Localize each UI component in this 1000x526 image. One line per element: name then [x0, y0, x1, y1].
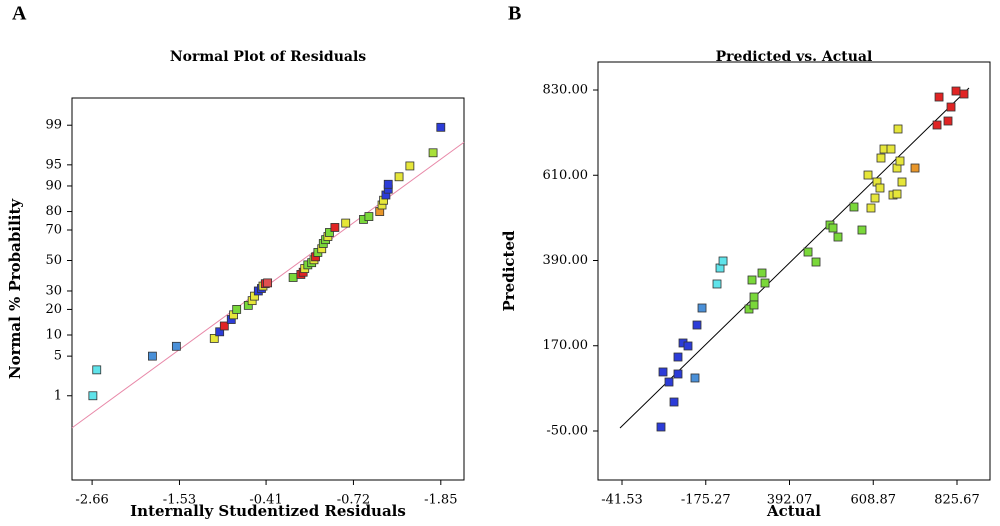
y-tick-label: 20	[45, 302, 62, 317]
data-point	[232, 305, 242, 314]
data-point	[943, 116, 953, 126]
x-tick-label: -0.41	[249, 493, 282, 508]
x-tick-label: -1.85	[424, 493, 457, 508]
data-point	[263, 278, 273, 288]
data-point	[747, 275, 757, 285]
data-point	[92, 365, 102, 375]
data-point	[893, 124, 903, 134]
data-point	[692, 320, 702, 330]
chart-title: Predicted vs. Actual	[716, 49, 873, 65]
data-point	[892, 189, 902, 199]
y-tick-label: 80	[45, 204, 62, 219]
data-point	[171, 341, 181, 351]
data-point	[910, 163, 920, 173]
y-tick-label: 170.00	[543, 338, 589, 353]
data-point	[875, 183, 885, 193]
data-point	[833, 232, 843, 242]
data-point	[405, 161, 415, 171]
data-point	[866, 203, 876, 213]
x-tick-label: -1.53	[163, 493, 196, 508]
data-point	[959, 89, 969, 99]
data-point	[697, 303, 707, 313]
data-point	[673, 352, 683, 362]
data-point	[383, 179, 393, 189]
data-point	[857, 225, 867, 235]
data-point	[394, 172, 404, 182]
data-point	[897, 177, 907, 187]
y-axis-label: Predicted	[500, 230, 518, 312]
plot-frame	[71, 97, 465, 481]
x-axis-label: Internally Studentized Residuals	[130, 502, 406, 520]
data-point	[664, 377, 674, 387]
data-point	[876, 153, 886, 163]
data-point	[325, 228, 334, 237]
data-point	[932, 120, 942, 130]
y-tick-label: 95	[45, 157, 62, 172]
y-tick-label: 50	[45, 253, 62, 268]
data-point	[760, 278, 770, 288]
data-point	[341, 218, 351, 228]
y-tick-label: 99	[45, 118, 62, 133]
y-tick-label: 10	[45, 328, 62, 343]
x-tick-label: -2.66	[75, 493, 108, 508]
data-point	[209, 334, 219, 343]
data-point	[690, 373, 700, 383]
data-point	[886, 144, 896, 154]
y-tick-label: 5	[54, 349, 62, 364]
y-tick-label: 390.00	[543, 253, 589, 268]
data-point	[364, 212, 374, 221]
data-point	[749, 300, 759, 310]
x-tick-label: 825.67	[934, 493, 980, 508]
data-point	[811, 257, 821, 267]
data-point	[749, 292, 759, 302]
data-point	[148, 351, 157, 361]
data-point	[951, 86, 961, 96]
data-point	[718, 256, 728, 266]
y-tick-label: 30	[45, 283, 62, 298]
y-tick-label: 830.00	[543, 83, 589, 98]
y-tick-label: -50.00	[546, 423, 588, 438]
panel-label: B	[508, 3, 521, 25]
data-point	[849, 202, 859, 212]
data-point	[946, 102, 956, 112]
data-point	[656, 422, 666, 432]
data-point	[330, 223, 340, 232]
data-point	[870, 193, 880, 203]
data-point	[215, 327, 225, 337]
data-point	[669, 397, 679, 407]
y-tick-label: 610.00	[543, 168, 589, 183]
data-point	[712, 279, 722, 289]
data-point	[436, 122, 446, 132]
fit-line	[619, 87, 970, 429]
x-tick-label: 608.87	[851, 493, 897, 508]
y-axis-label: Normal % Probability	[6, 198, 24, 380]
y-tick-label: 1	[54, 388, 62, 403]
data-point	[757, 268, 767, 278]
y-tick-label: 90	[45, 178, 62, 193]
data-point	[219, 321, 229, 331]
data-point	[895, 156, 905, 166]
data-point	[658, 367, 668, 377]
plot-frame	[597, 61, 991, 481]
x-tick-label: -0.72	[337, 493, 370, 508]
data-point	[934, 92, 944, 102]
x-tick-label: -41.53	[601, 493, 643, 508]
data-point	[673, 369, 683, 379]
chart-title: Normal Plot of Residuals	[170, 49, 366, 65]
data-point	[288, 273, 298, 282]
x-tick-label: 392.07	[767, 493, 813, 508]
panel-label: A	[12, 3, 27, 25]
data-point	[428, 148, 438, 158]
data-point	[88, 391, 98, 401]
x-axis-label: Actual	[766, 502, 821, 520]
data-point	[863, 170, 873, 180]
data-point	[683, 341, 693, 351]
data-point	[828, 223, 838, 233]
data-point	[803, 247, 813, 257]
x-tick-label: -175.27	[681, 493, 731, 508]
y-tick-label: 70	[45, 222, 62, 237]
